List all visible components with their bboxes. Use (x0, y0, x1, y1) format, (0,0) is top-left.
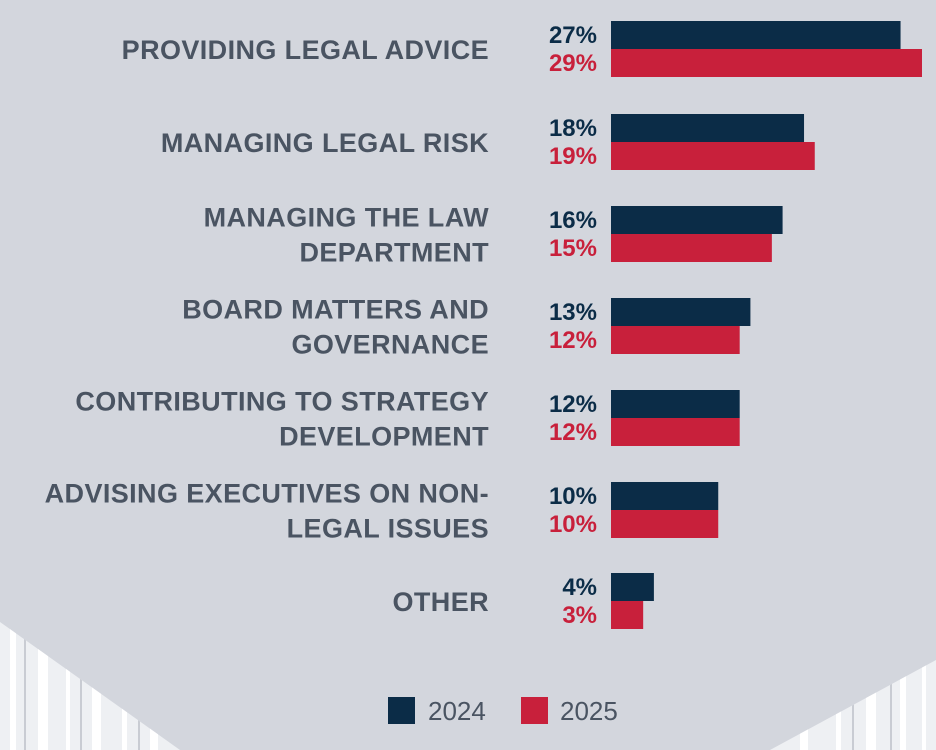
bars-layer (611, 21, 922, 629)
bar-2025-contributing-to-strategy-development (611, 418, 740, 446)
legend-label-2025: 2025 (560, 696, 618, 726)
value-label-2024-contributing-to-strategy-development: 12% (549, 391, 597, 418)
value-label-2024-advising-executives-on-non-legal-issues: 10% (549, 483, 597, 510)
category-label-contributing-to-strategy-development-line2: DEVELOPMENT (279, 422, 489, 452)
bar-2025-other (611, 601, 644, 629)
bar-2025-board-matters-and-governance (611, 326, 740, 354)
value-label-2025-contributing-to-strategy-development: 12% (549, 419, 597, 446)
value-label-2025-board-matters-and-governance: 12% (549, 327, 597, 354)
value-label-2025-managing-legal-risk: 19% (549, 143, 597, 170)
category-label-managing-legal-risk: MANAGING LEGAL RISK (161, 128, 489, 158)
bar-2024-managing-the-law-department (611, 206, 783, 234)
category-label-board-matters-and-governance-line2: GOVERNANCE (291, 330, 489, 360)
category-label-advising-executives-on-non-legal-issues-line2: LEGAL ISSUES (287, 514, 489, 544)
legend-swatch-2025 (521, 697, 548, 724)
value-label-2024-managing-legal-risk: 18% (549, 115, 597, 142)
value-label-2024-managing-the-law-department: 16% (549, 207, 597, 234)
labels-layer: 27%29% PROVIDING LEGAL ADVICE 18%19% MANAGI… (45, 22, 597, 629)
bar-2024-providing-legal-advice (611, 21, 901, 49)
value-label-2024-other: 4% (562, 574, 597, 601)
bar-2025-providing-legal-advice (611, 49, 922, 77)
category-label-advising-executives-on-non-legal-issues-line1: ADVISING EXECUTIVES ON NON- (45, 479, 489, 509)
bar-2024-board-matters-and-governance (611, 298, 751, 326)
category-label-contributing-to-strategy-development-line1: CONTRIBUTING TO STRATEGY (75, 387, 489, 417)
bar-2024-other (611, 573, 654, 601)
bar-2024-contributing-to-strategy-development (611, 390, 740, 418)
category-label-board-matters-and-governance-line1: BOARD MATTERS AND (182, 295, 489, 325)
value-label-2025-other: 3% (562, 602, 597, 629)
bar-2024-advising-executives-on-non-legal-issues (611, 482, 719, 510)
bar-2025-managing-the-law-department (611, 234, 772, 262)
category-label-managing-the-law-department-line1: MANAGING THE LAW (204, 203, 489, 233)
value-label-2024-board-matters-and-governance: 13% (549, 299, 597, 326)
bar-2024-managing-legal-risk (611, 114, 805, 142)
value-label-2025-providing-legal-advice: 29% (549, 50, 597, 77)
category-label-other: OTHER (393, 587, 490, 617)
legend: 2024 2025 (388, 696, 618, 726)
value-label-2024-providing-legal-advice: 27% (549, 22, 597, 49)
legend-label-2024: 2024 (428, 696, 486, 726)
value-label-2025-managing-the-law-department: 15% (549, 235, 597, 262)
category-label-managing-the-law-department-line2: DEPARTMENT (300, 238, 490, 268)
bar-2025-advising-executives-on-non-legal-issues (611, 510, 719, 538)
bar-2025-managing-legal-risk (611, 142, 815, 170)
value-label-2025-advising-executives-on-non-legal-issues: 10% (549, 511, 597, 538)
category-label-providing-legal-advice: PROVIDING LEGAL ADVICE (122, 35, 489, 65)
legend-swatch-2024 (388, 697, 415, 724)
